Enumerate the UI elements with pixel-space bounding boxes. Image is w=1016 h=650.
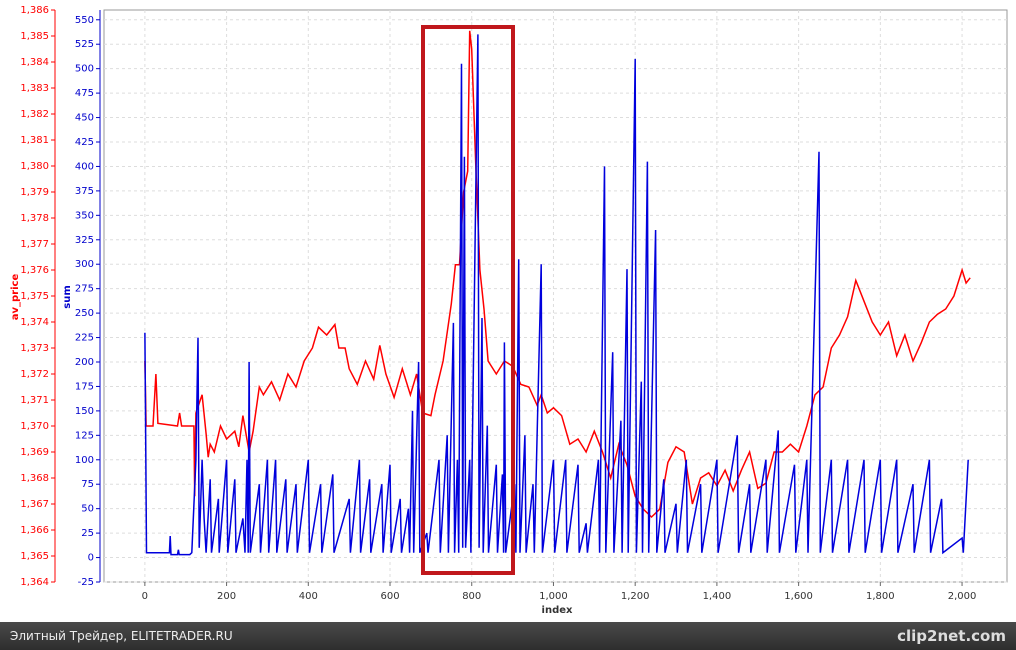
y-tick-label: 1,378 [20, 213, 49, 224]
y2-axis-label: sum [62, 285, 73, 309]
y2-tick-label: 225 [75, 333, 94, 344]
y2-tick-label: 450 [75, 113, 94, 124]
y2-tick-label: 400 [75, 161, 94, 172]
y-tick-label: 1,366 [20, 525, 49, 536]
x-tick-label: 0 [142, 591, 148, 602]
y-axis-label: av_price [10, 274, 21, 321]
y-tick-label: 1,385 [20, 31, 49, 42]
y-tick-label: 1,376 [20, 265, 49, 276]
y-tick-label: 1,375 [20, 291, 49, 302]
y-tick-label: 1,369 [20, 447, 49, 458]
y-tick-label: 1,364 [20, 577, 49, 588]
x-tick-label: 400 [299, 591, 318, 602]
y2-tick-label: 500 [75, 64, 94, 75]
y2-tick-label: 50 [81, 504, 94, 515]
x-tick-label: 600 [380, 591, 399, 602]
x-tick-label: 1,600 [784, 591, 813, 602]
y-tick-label: 1,377 [20, 239, 49, 250]
y2-tick-label: 25 [81, 528, 94, 539]
y2-tick-label: 100 [75, 455, 94, 466]
y2-tick-label: 250 [75, 308, 94, 319]
x-tick-label: 200 [217, 591, 236, 602]
y2-tick-label: 550 [75, 15, 94, 26]
y-tick-label: 1,368 [20, 473, 49, 484]
y-tick-label: 1,374 [20, 317, 49, 328]
y2-tick-label: 300 [75, 259, 94, 270]
highlight-box [421, 25, 515, 575]
y2-tick-label: 275 [75, 284, 94, 295]
y2-tick-label: 475 [75, 88, 94, 99]
x-tick-label: 1,000 [539, 591, 568, 602]
x-tick-label: 800 [462, 591, 481, 602]
y2-tick-label: -25 [78, 577, 94, 588]
y-tick-label: 1,383 [20, 83, 49, 94]
y-tick-label: 1,370 [20, 421, 49, 432]
footer-text: Элитный Трейдер, ELITETRADER.RU [10, 629, 233, 643]
x-tick-label: 1,400 [703, 591, 732, 602]
y2-tick-label: 200 [75, 357, 94, 368]
y2-tick-label: 75 [81, 479, 94, 490]
y-tick-label: 1,386 [20, 5, 49, 16]
y-tick-label: 1,381 [20, 135, 49, 146]
series-line [144, 34, 969, 556]
y2-tick-label: 425 [75, 137, 94, 148]
y-tick-label: 1,379 [20, 187, 49, 198]
x-tick-label: 2,000 [948, 591, 977, 602]
footer: Элитный Трейдер, ELITETRADER.RU clip2net… [0, 622, 1016, 650]
y2-tick-label: 350 [75, 210, 94, 221]
y2-tick-label: 525 [75, 39, 94, 50]
y2-tick-label: 175 [75, 381, 94, 392]
series-line [144, 30, 971, 519]
y2-tick-label: 125 [75, 430, 94, 441]
y-tick-label: 1,382 [20, 109, 49, 120]
y-tick-label: 1,365 [20, 551, 49, 562]
plot-area [103, 9, 1008, 583]
y2-tick-label: 0 [88, 553, 94, 564]
y2-tick-label: 150 [75, 406, 94, 417]
x-tick-label: 1,200 [621, 591, 650, 602]
footer-logo: clip2net.com [897, 627, 1006, 645]
x-axis-label: index [542, 605, 573, 616]
y-tick-label: 1,384 [20, 57, 49, 68]
chart: av_price sum index -25 0 25 50 75 100 125 150 17… [10, 5, 1008, 616]
y2-tick-label: 325 [75, 235, 94, 246]
y-tick-label: 1,372 [20, 369, 49, 380]
y-tick-label: 1,380 [20, 161, 49, 172]
y2-tick-label: 375 [75, 186, 94, 197]
y-tick-label: 1,367 [20, 499, 49, 510]
y-tick-label: 1,371 [20, 395, 49, 406]
y-tick-label: 1,373 [20, 343, 49, 354]
x-tick-label: 1,800 [866, 591, 895, 602]
